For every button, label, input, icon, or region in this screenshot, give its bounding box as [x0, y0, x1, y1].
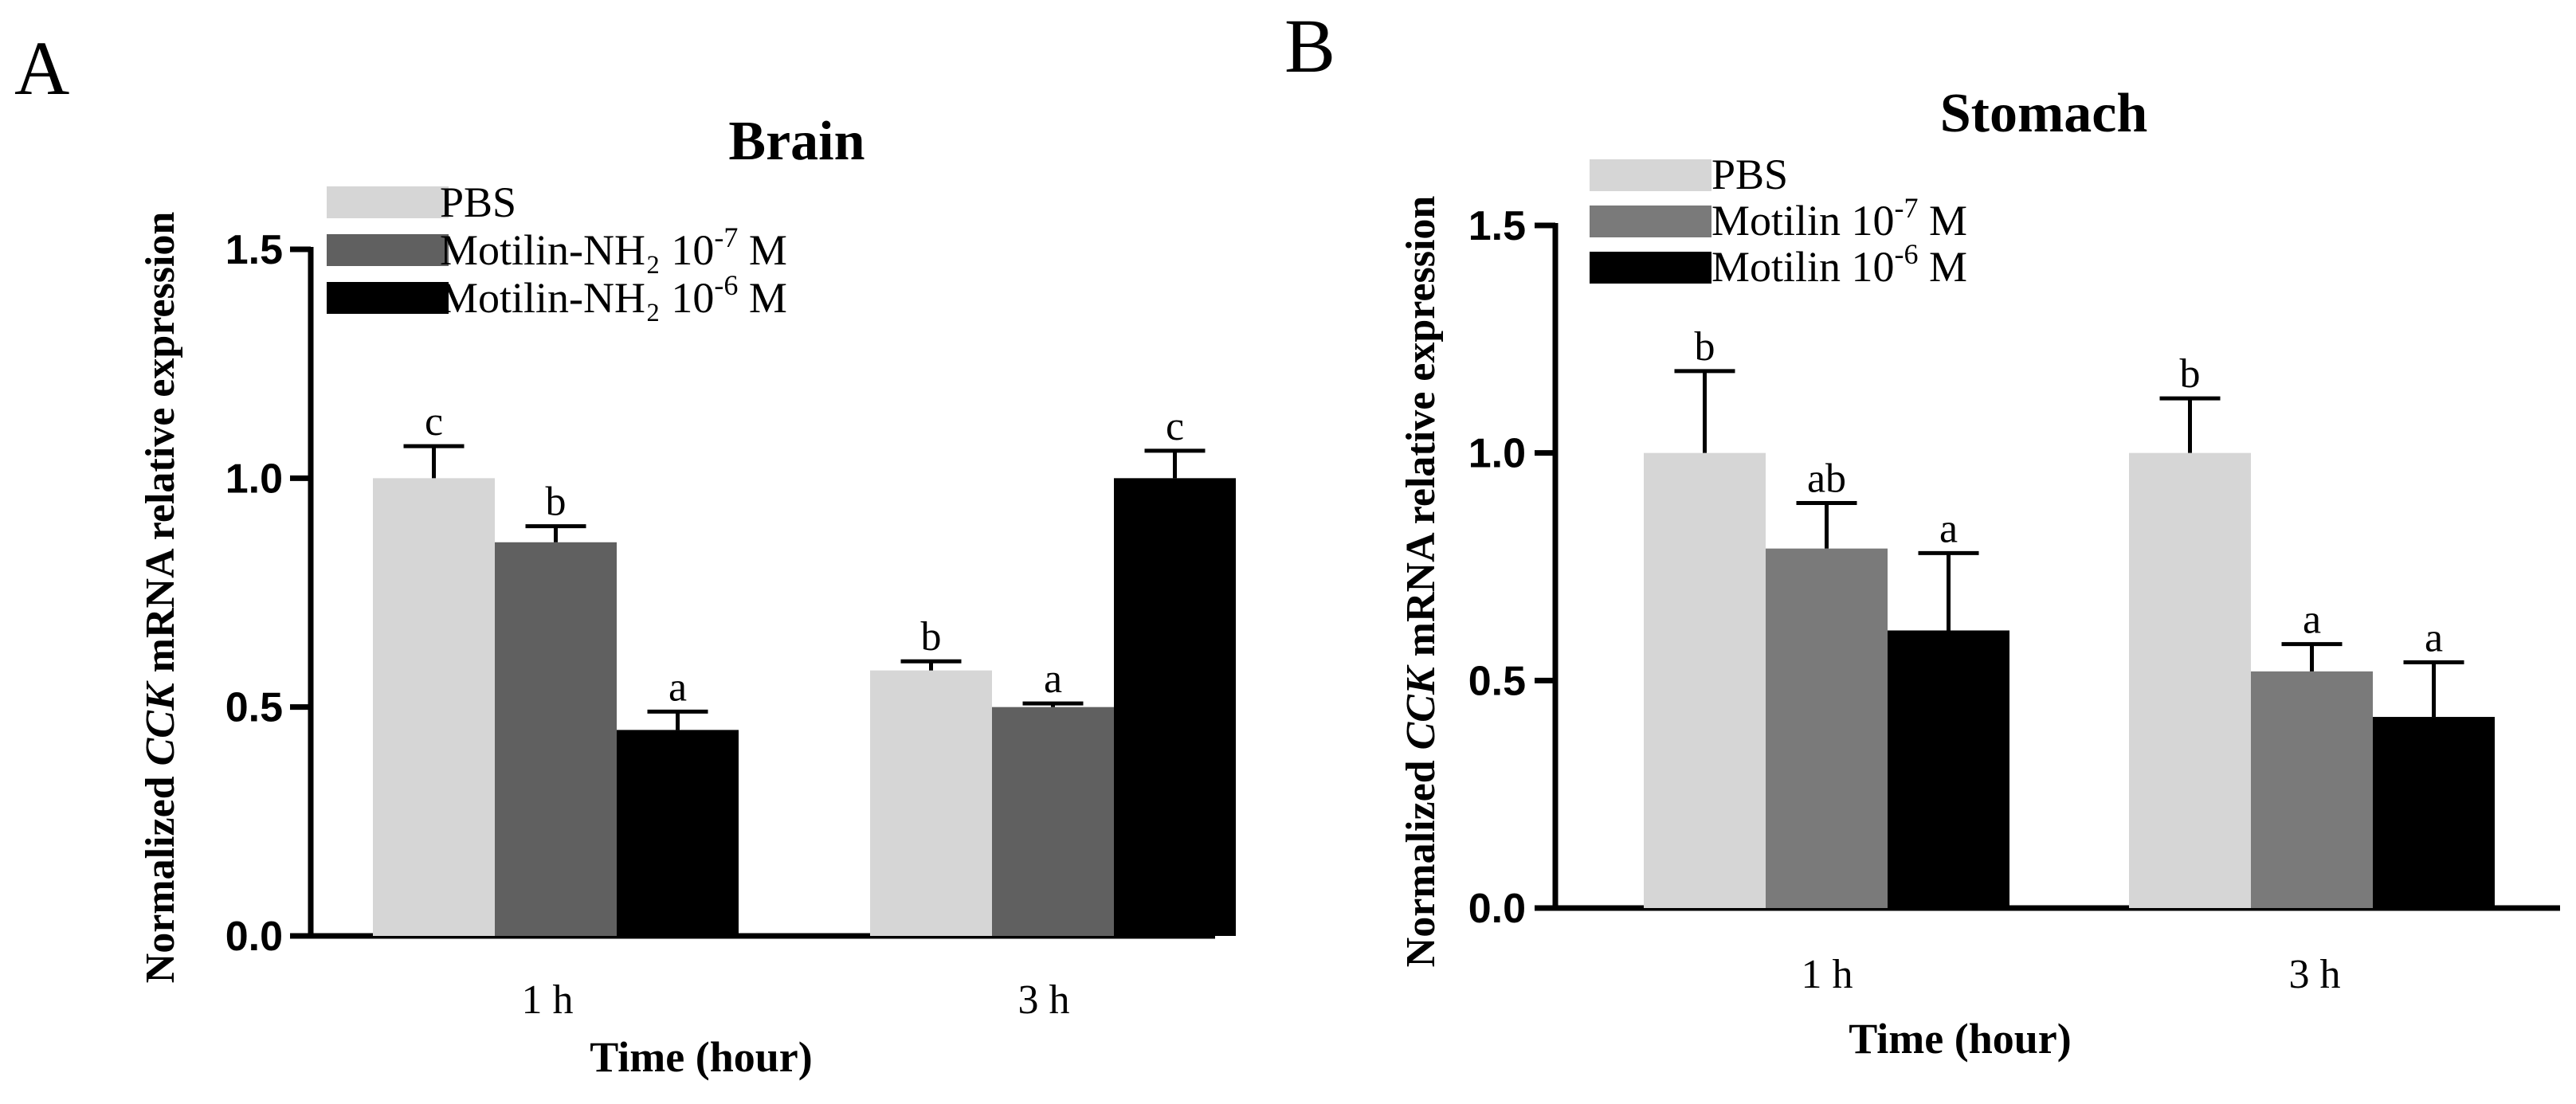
- significance-label: a: [1044, 656, 1062, 702]
- legend-swatch: [1590, 206, 1711, 237]
- x-axis-title-a: Time (hour): [590, 1033, 813, 1081]
- significance-label: a: [2303, 597, 2321, 643]
- x-category-label: 3 h: [2289, 952, 2341, 997]
- panel-a: A Brain Normalized CCK mRNA relative exp…: [14, 25, 1236, 1081]
- legend-swatch: [1590, 159, 1711, 191]
- y-axis-title-a: Normalized CCK mRNA relative expression: [138, 212, 183, 984]
- significance-label: a: [1939, 506, 1958, 551]
- significance-label: b: [1695, 324, 1715, 370]
- chart-title-stomach: Stomach: [1940, 83, 2148, 144]
- bar: [617, 730, 739, 936]
- y-tick-label: 1.5: [1468, 203, 1526, 249]
- y-axis-title-b: Normalized CCK mRNA relative expression: [1398, 196, 1444, 968]
- y-tick-label: 0.0: [1468, 886, 1526, 932]
- legend-label: Motilin-NH₂ 10-6 M: [440, 269, 787, 322]
- legend-swatch: [327, 186, 449, 218]
- panel-letter-a: A: [14, 25, 69, 111]
- panel-letter-b: B: [1284, 3, 1335, 88]
- bar: [1766, 548, 1888, 908]
- significance-label: b: [921, 614, 942, 660]
- y-tick-label: 1.5: [225, 227, 283, 273]
- bars-a: c b a b a c: [373, 399, 1236, 936]
- y-tick-label: 1.0: [225, 456, 283, 502]
- panel-b: B Stomach Normalized CCK mRNA relative e…: [1284, 3, 2560, 1063]
- bar: [495, 542, 617, 936]
- y-tick-label: 1.0: [1468, 431, 1526, 477]
- legend-label: Motilin-NH₂ 10-7 M: [440, 221, 787, 274]
- y-tick-label: 0.0: [225, 914, 283, 960]
- significance-label: b: [2180, 351, 2201, 397]
- bar: [1644, 452, 1766, 908]
- legend-label: PBS: [1711, 151, 1788, 198]
- y-tick-label: 0.5: [1468, 658, 1526, 704]
- significance-label: c: [425, 399, 443, 444]
- bar: [2373, 717, 2495, 908]
- y-tick-label: 0.5: [225, 685, 283, 731]
- significance-label: c: [1166, 404, 1184, 449]
- bar: [1114, 478, 1236, 936]
- significance-label: a: [2425, 615, 2443, 660]
- significance-label: a: [669, 664, 687, 710]
- bar: [992, 707, 1114, 936]
- x-axis-title-b: Time (hour): [1849, 1015, 2072, 1063]
- significance-label: b: [546, 480, 567, 525]
- legend-label: PBS: [440, 178, 516, 226]
- bar: [870, 670, 992, 936]
- bar: [2129, 452, 2251, 908]
- x-category-label: 1 h: [522, 977, 574, 1023]
- x-category-label: 3 h: [1018, 977, 1070, 1023]
- chart-title-brain: Brain: [728, 111, 865, 172]
- legend-swatch: [327, 234, 449, 266]
- legend-swatch: [327, 282, 449, 314]
- bar: [2251, 671, 2373, 908]
- bar: [1888, 630, 2009, 908]
- legend-swatch: [1590, 252, 1711, 284]
- x-category-label: 1 h: [1802, 952, 1853, 997]
- bar: [373, 478, 495, 936]
- legend-label: Motilin 10-6 M: [1711, 238, 1967, 291]
- legend-label: Motilin 10-7 M: [1711, 192, 1967, 245]
- significance-label: ab: [1807, 456, 1846, 502]
